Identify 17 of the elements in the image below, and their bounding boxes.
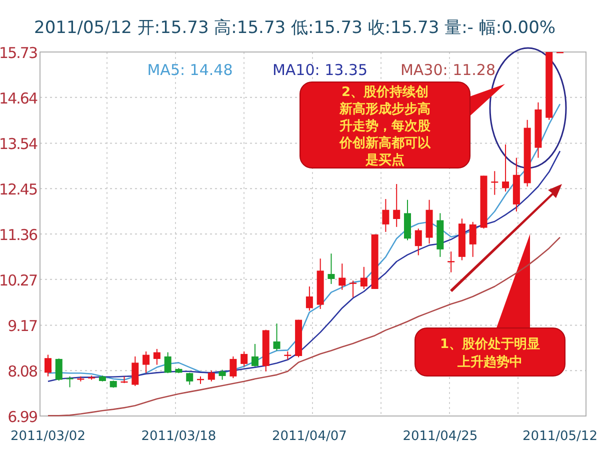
x-tick-label: 2011/05/12: [522, 429, 598, 444]
annotation: 2、股价持续创新高形成步步高升走势，每次股价创新高都可以是买点: [340, 85, 430, 168]
y-tick-label: 14.64: [0, 89, 38, 108]
x-tick-label: 2011/03/02: [10, 429, 86, 444]
y-tick-label: 9.17: [8, 317, 38, 336]
y-tick-label: 6.99: [8, 408, 38, 426]
y-tick-label: 12.45: [0, 180, 38, 199]
title: 2011/05/12 开:15.73 高:15.73 低:15.73 收:15.73 量:- 幅:0.00%: [34, 18, 556, 38]
annotation: 1、股价处于明显上升趋势中: [440, 337, 540, 370]
y-tick-label: 8.08: [8, 362, 38, 381]
y-tick-label: 13.54: [0, 135, 38, 154]
y-tick-label: 11.36: [0, 226, 38, 244]
y-tick-label: 10.27: [0, 271, 38, 290]
y-tick-label: 15.73: [0, 44, 38, 62]
x-tick-label: 2011/04/25: [402, 429, 478, 444]
x-tick-label: 2011/03/18: [141, 429, 216, 444]
x-tick-label: 2011/04/07: [272, 429, 347, 444]
